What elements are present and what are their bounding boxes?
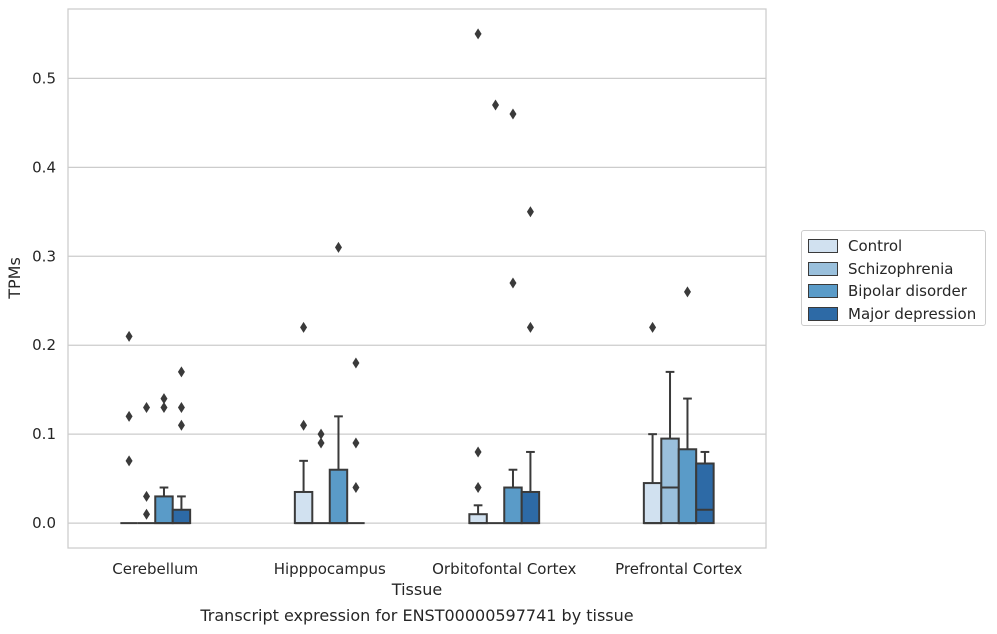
box bbox=[642, 482, 663, 525]
legend-label: Bipolar disorder bbox=[848, 282, 967, 301]
box-control bbox=[120, 330, 138, 525]
box-control bbox=[642, 321, 663, 525]
x-tick-label: Orbitofontal Cortex bbox=[432, 560, 576, 578]
box bbox=[293, 490, 314, 525]
y-tick-label: 0.0 bbox=[32, 514, 56, 532]
outlier-point bbox=[649, 321, 657, 333]
box-control bbox=[468, 28, 488, 525]
outlier-point bbox=[474, 482, 482, 494]
box-bipolar-disorder bbox=[677, 286, 698, 525]
outlier-point bbox=[177, 366, 185, 378]
outlier-point bbox=[526, 206, 534, 218]
outlier-point bbox=[125, 330, 133, 342]
y-tick-labels: 0.0 0.1 0.2 0.3 0.4 0.5 bbox=[32, 69, 56, 532]
legend-label: Schizophrenia bbox=[848, 259, 954, 278]
outlier-point bbox=[509, 277, 517, 289]
box-major-depression bbox=[520, 206, 541, 525]
box bbox=[328, 468, 349, 525]
y-tick-label: 0.3 bbox=[32, 247, 56, 265]
outlier-point bbox=[352, 437, 360, 449]
box-bipolar-disorder bbox=[503, 108, 523, 525]
y-tick-label: 0.5 bbox=[32, 69, 56, 87]
outlier-point bbox=[474, 446, 482, 458]
x-tick-labels: Cerebellum Hipppocampus Orbitofontal Corte… bbox=[112, 560, 742, 578]
box-schizophrenia bbox=[137, 401, 156, 525]
outlier-point bbox=[317, 437, 325, 449]
outlier-point bbox=[317, 428, 325, 440]
legend-item: Control bbox=[808, 235, 985, 258]
outlier-point bbox=[300, 321, 308, 333]
box-plots bbox=[120, 28, 715, 525]
box-major-depression bbox=[695, 450, 715, 525]
outlier-point bbox=[334, 241, 342, 253]
outlier-point bbox=[177, 401, 185, 413]
outlier-point bbox=[352, 357, 360, 369]
outlier-point bbox=[352, 482, 360, 494]
outlier-point bbox=[526, 321, 534, 333]
y-tick-label: 0.1 bbox=[32, 425, 56, 443]
x-axis-label: Tissue bbox=[391, 580, 442, 599]
legend-item: Major depression bbox=[808, 303, 985, 326]
outlier-point bbox=[125, 455, 133, 467]
box-control bbox=[293, 321, 314, 525]
legend-swatch bbox=[808, 239, 838, 254]
outlier-point bbox=[683, 286, 691, 298]
box-schizophrenia bbox=[660, 370, 680, 525]
x-tick-label: Hipppocampus bbox=[274, 560, 386, 578]
outlier-point bbox=[474, 28, 482, 40]
x-tick-label: Cerebellum bbox=[112, 560, 198, 578]
box bbox=[520, 490, 541, 525]
legend-item: Bipolar disorder bbox=[808, 280, 985, 303]
outlier-point bbox=[160, 393, 168, 405]
box-bipolar-disorder bbox=[154, 393, 174, 525]
chart-caption: Transcript expression for ENST0000059774… bbox=[200, 606, 634, 625]
outlier-point bbox=[143, 401, 151, 413]
box-bipolar-disorder bbox=[328, 241, 349, 525]
y-tick-label: 0.2 bbox=[32, 336, 56, 354]
box bbox=[695, 462, 715, 525]
outlier-point bbox=[143, 490, 151, 502]
box bbox=[677, 448, 698, 525]
y-axis-label: TPMs bbox=[5, 257, 24, 300]
box bbox=[468, 513, 488, 525]
box bbox=[154, 495, 174, 525]
box-schizophrenia bbox=[312, 428, 330, 525]
outlier-point bbox=[177, 419, 185, 431]
legend-swatch bbox=[808, 306, 838, 321]
plot-frame bbox=[67, 8, 767, 549]
box bbox=[503, 486, 523, 525]
legend-swatch bbox=[808, 284, 838, 299]
outlier-point bbox=[492, 99, 500, 111]
outlier-point bbox=[509, 108, 517, 120]
box bbox=[660, 437, 680, 525]
outlier-point bbox=[125, 410, 133, 422]
box-major-depression bbox=[171, 366, 192, 525]
legend-label: Major depression bbox=[848, 304, 977, 323]
outlier-point bbox=[300, 419, 308, 431]
legend-item: Schizophrenia bbox=[808, 258, 985, 281]
outlier-point bbox=[143, 508, 151, 520]
outlier-point bbox=[160, 401, 168, 413]
y-tick-label: 0.4 bbox=[32, 158, 56, 176]
box bbox=[171, 508, 192, 525]
legend: Control Schizophrenia Bipolar disorder Majo… bbox=[801, 230, 986, 326]
legend-swatch bbox=[808, 261, 838, 276]
legend-label: Control bbox=[848, 237, 903, 256]
x-tick-label: Prefrontal Cortex bbox=[615, 560, 742, 578]
box-schizophrenia bbox=[486, 99, 505, 525]
box-major-depression bbox=[347, 357, 365, 525]
